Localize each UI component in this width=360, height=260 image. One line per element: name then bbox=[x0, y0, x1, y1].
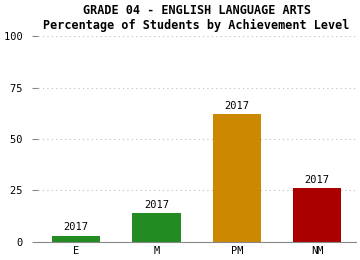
Title: GRADE 04 - ENGLISH LANGUAGE ARTS
Percentage of Students by Achievement Level: GRADE 04 - ENGLISH LANGUAGE ARTS Percent… bbox=[44, 4, 350, 32]
Text: 2017: 2017 bbox=[305, 175, 330, 185]
Bar bbox=[52, 236, 100, 242]
Text: 2017: 2017 bbox=[144, 200, 169, 210]
Text: 2017: 2017 bbox=[64, 222, 89, 232]
Bar bbox=[213, 114, 261, 242]
Bar bbox=[293, 188, 341, 242]
Text: 2017: 2017 bbox=[224, 101, 249, 111]
Bar bbox=[132, 213, 181, 242]
